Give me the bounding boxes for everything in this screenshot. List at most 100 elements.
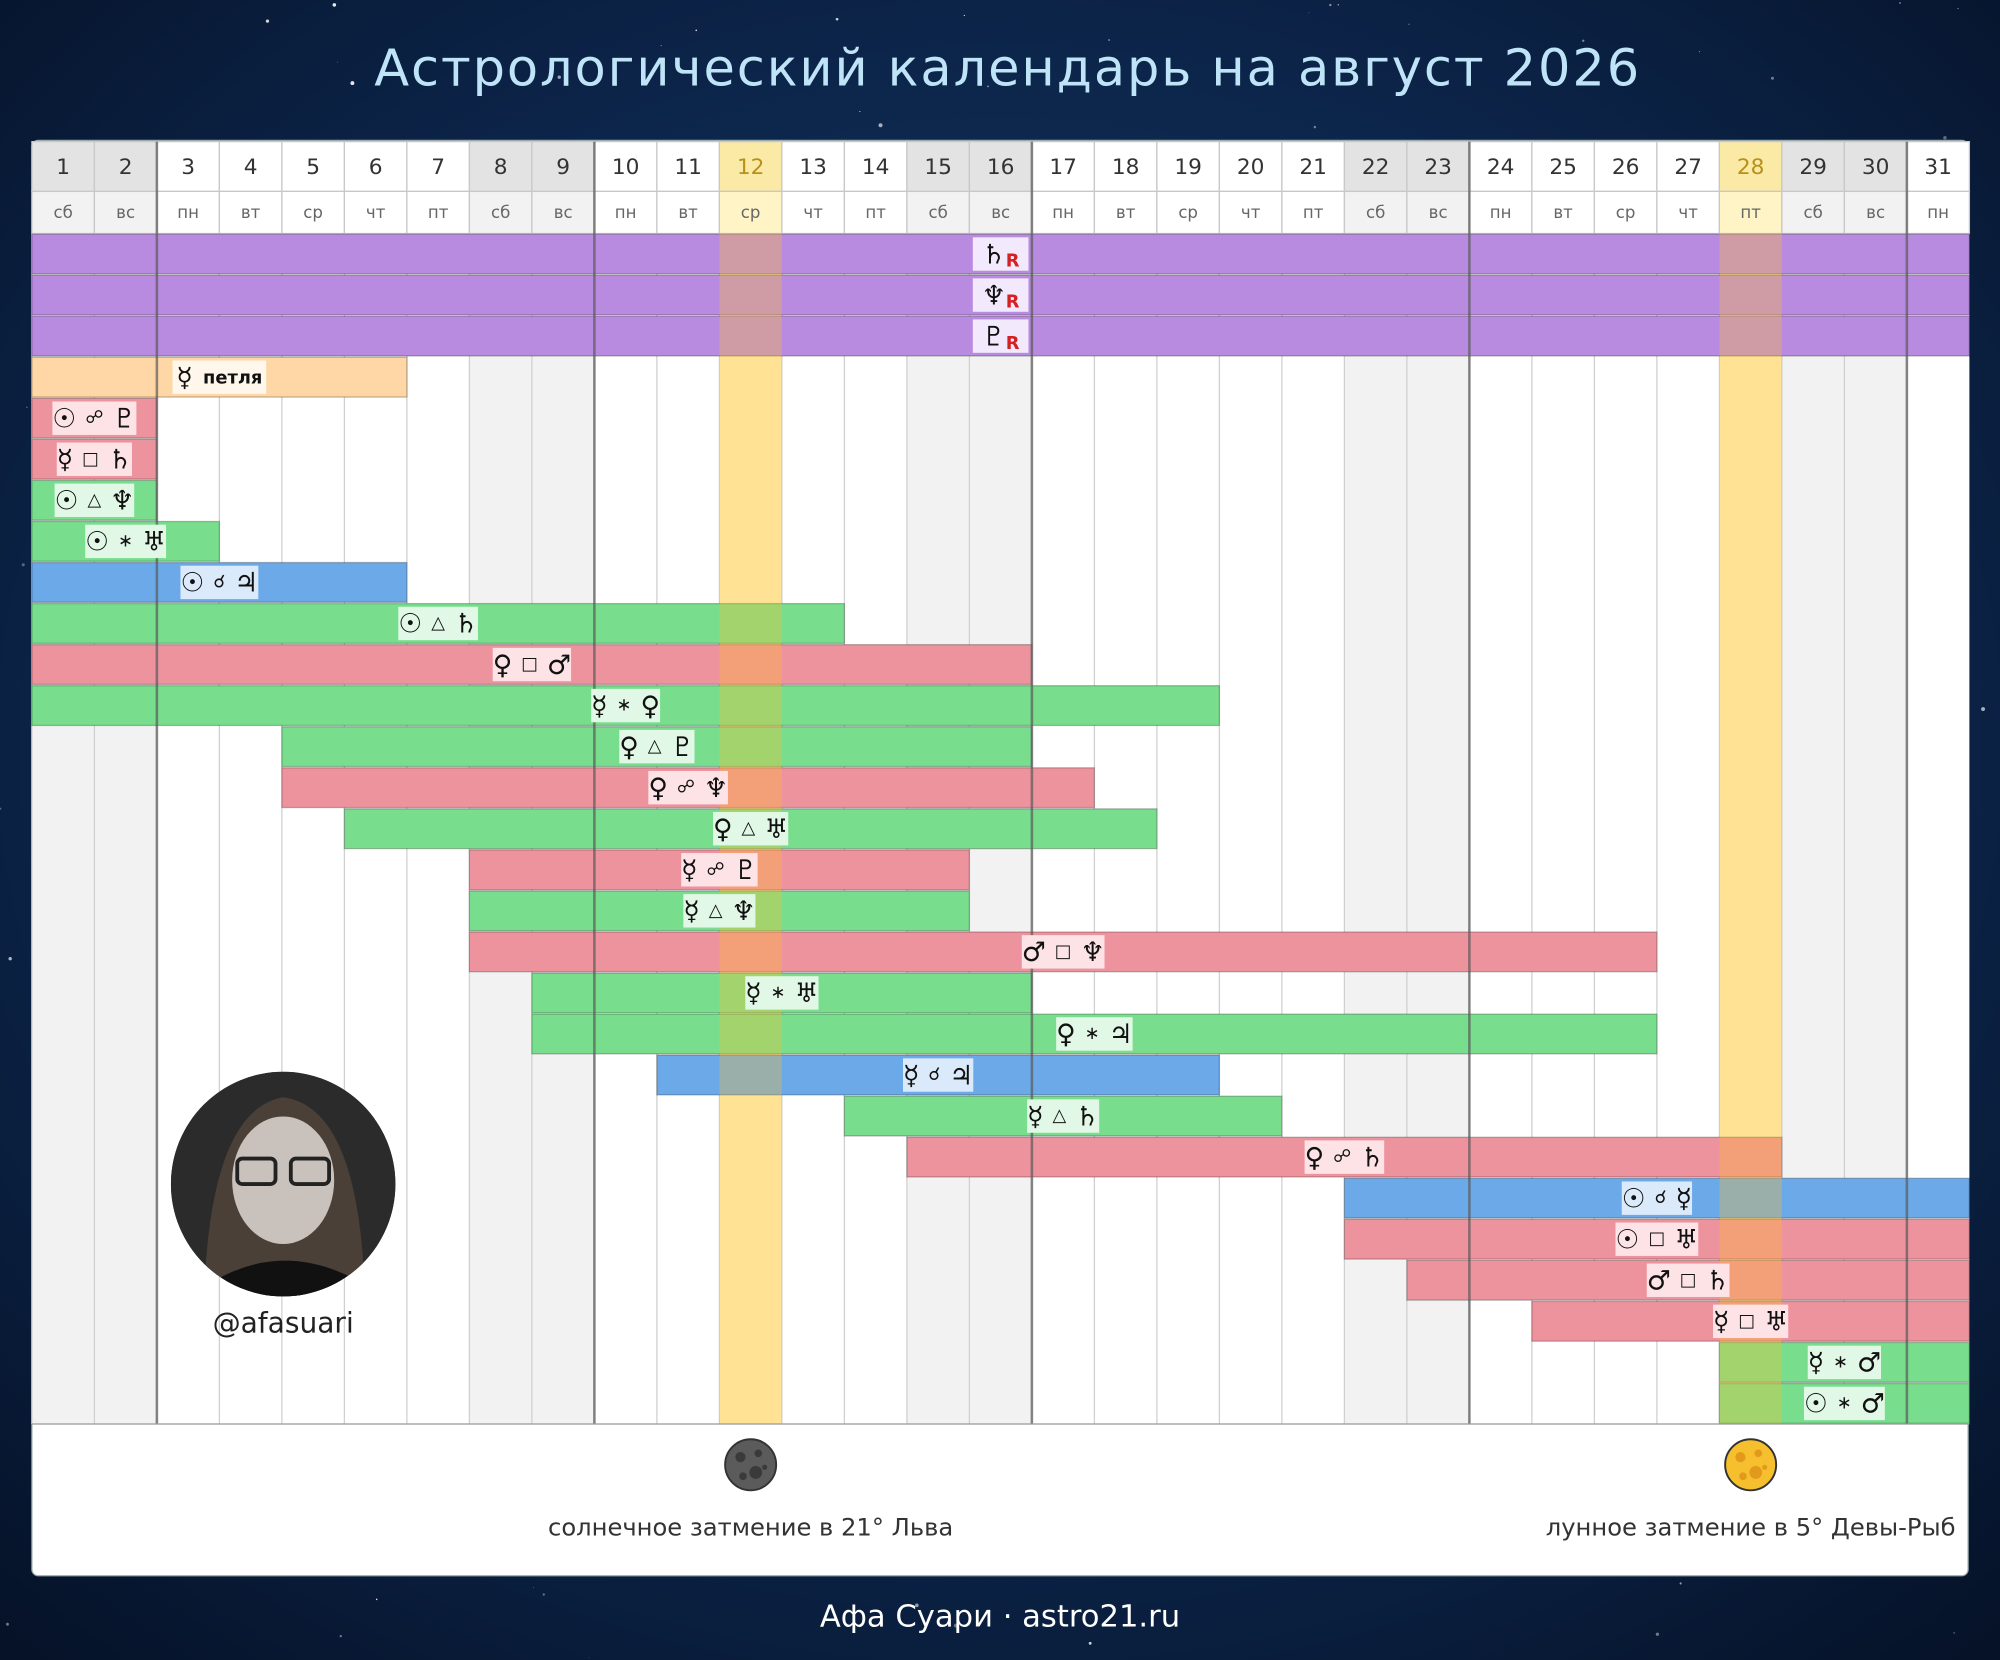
label-part: □ [1648, 1228, 1665, 1249]
author-handle: @afasuari [213, 1306, 354, 1339]
label-part: ♃ [234, 567, 258, 598]
aspect-label: ☿ ∗ ♂ [1808, 1347, 1881, 1378]
weekday: сб [928, 203, 947, 222]
day-header [1031, 140, 1096, 193]
day-header [1843, 140, 1908, 193]
star [339, 1635, 342, 1638]
label-part: □ [82, 448, 99, 469]
aspect-label-box [1021, 935, 1105, 969]
weekday: вс [1429, 203, 1448, 222]
star [0, 807, 2, 810]
star [26, 406, 28, 408]
weekday: чт [366, 203, 386, 222]
aspect-label-box [52, 401, 137, 435]
title: Астрологический календарь на август 2026 [374, 39, 1641, 98]
eclipse-spot [1754, 1449, 1763, 1458]
label-part: △ [88, 489, 102, 510]
day-header [906, 140, 971, 193]
label-part: ∗ [617, 695, 632, 716]
star [21, 563, 25, 567]
label-part: ♆ [110, 485, 134, 516]
weekday: сб [1803, 203, 1822, 222]
weekday-header [218, 190, 283, 235]
star [265, 19, 270, 23]
star [1698, 51, 1700, 53]
weekday: пн [615, 203, 637, 222]
label-part: ☿ [1027, 1101, 1043, 1132]
label-part: ☉ [55, 485, 79, 516]
day-number: 8 [494, 155, 508, 180]
aspect-label: ☉ ∗ ♂ [1804, 1388, 1885, 1419]
weekday-header [1156, 190, 1221, 235]
weekday: сб [53, 203, 72, 222]
weekday: вс [554, 203, 573, 222]
star [1329, 3, 1332, 7]
aspect-label-box [972, 278, 1029, 312]
star [1899, 2, 1901, 4]
star [878, 123, 883, 128]
label-part: ♆ [731, 896, 755, 927]
star [1981, 707, 1986, 711]
weekday-header [1531, 190, 1596, 235]
label-part: ☉ [1616, 1224, 1640, 1255]
day-header [281, 140, 346, 193]
label-part: ☿ [683, 896, 699, 927]
label-part: ☿ [1676, 1183, 1692, 1214]
day-number: 30 [1862, 155, 1890, 180]
day-header [1281, 140, 1346, 193]
day-number: 27 [1674, 155, 1702, 180]
day-number: 28 [1737, 155, 1765, 180]
label-part: R [1006, 333, 1020, 354]
label-part: ☉ [1622, 1183, 1646, 1214]
weekday-header [343, 190, 408, 235]
aspect-label-box [1056, 1017, 1133, 1051]
label-part: ♅ [1674, 1224, 1698, 1255]
label-part: ☿ [681, 855, 697, 886]
day-number: 13 [799, 155, 827, 180]
label-part: □ [521, 654, 538, 675]
star [1679, 1582, 1682, 1585]
aspect-label-box [56, 442, 132, 476]
day-number: 6 [369, 155, 383, 180]
day-number: 10 [612, 155, 640, 180]
aspect-label: ☉ △ ♆ [55, 485, 135, 516]
label-part: △ [648, 736, 662, 757]
eclipse-spot [735, 1452, 746, 1463]
star [533, 1587, 534, 1589]
weekday-header [1781, 190, 1846, 235]
label-part: ♅ [142, 526, 166, 557]
label-part: ♆ [982, 280, 1006, 311]
aspect-label-box [683, 894, 756, 928]
label-part: ♆ [1081, 937, 1105, 968]
weekday-header [468, 190, 533, 235]
weekday: ср [741, 203, 761, 222]
star [987, 85, 989, 88]
day-number: 11 [674, 155, 702, 180]
weekday: пт [1303, 203, 1324, 222]
aspect-label-box [1615, 1222, 1699, 1256]
day-number: 3 [181, 155, 195, 180]
day-column [1219, 233, 1282, 1424]
weekday: чт [1678, 203, 1698, 222]
day-number: 26 [1612, 155, 1640, 180]
weekday: чт [803, 203, 823, 222]
eclipse-spot [1739, 1472, 1747, 1481]
star [1953, 1632, 1955, 1634]
day-header [218, 140, 283, 193]
weekday: вс [116, 203, 135, 222]
label-part: ♀ [1305, 1142, 1325, 1173]
label-part: ♅ [764, 813, 788, 844]
aspect-label-box [681, 853, 758, 887]
day-number: 18 [1112, 155, 1140, 180]
label-part: ♇ [734, 855, 758, 886]
eclipse-spot [754, 1449, 763, 1458]
weekday-header [843, 190, 908, 235]
label-part: ∗ [1085, 1023, 1100, 1044]
eclipse-spot [762, 1464, 768, 1470]
day-header [1593, 140, 1658, 193]
aspect-label: ♀ △ ♅ [713, 813, 788, 844]
label-part: ☿ [591, 690, 607, 721]
weekday-header [1656, 190, 1721, 235]
